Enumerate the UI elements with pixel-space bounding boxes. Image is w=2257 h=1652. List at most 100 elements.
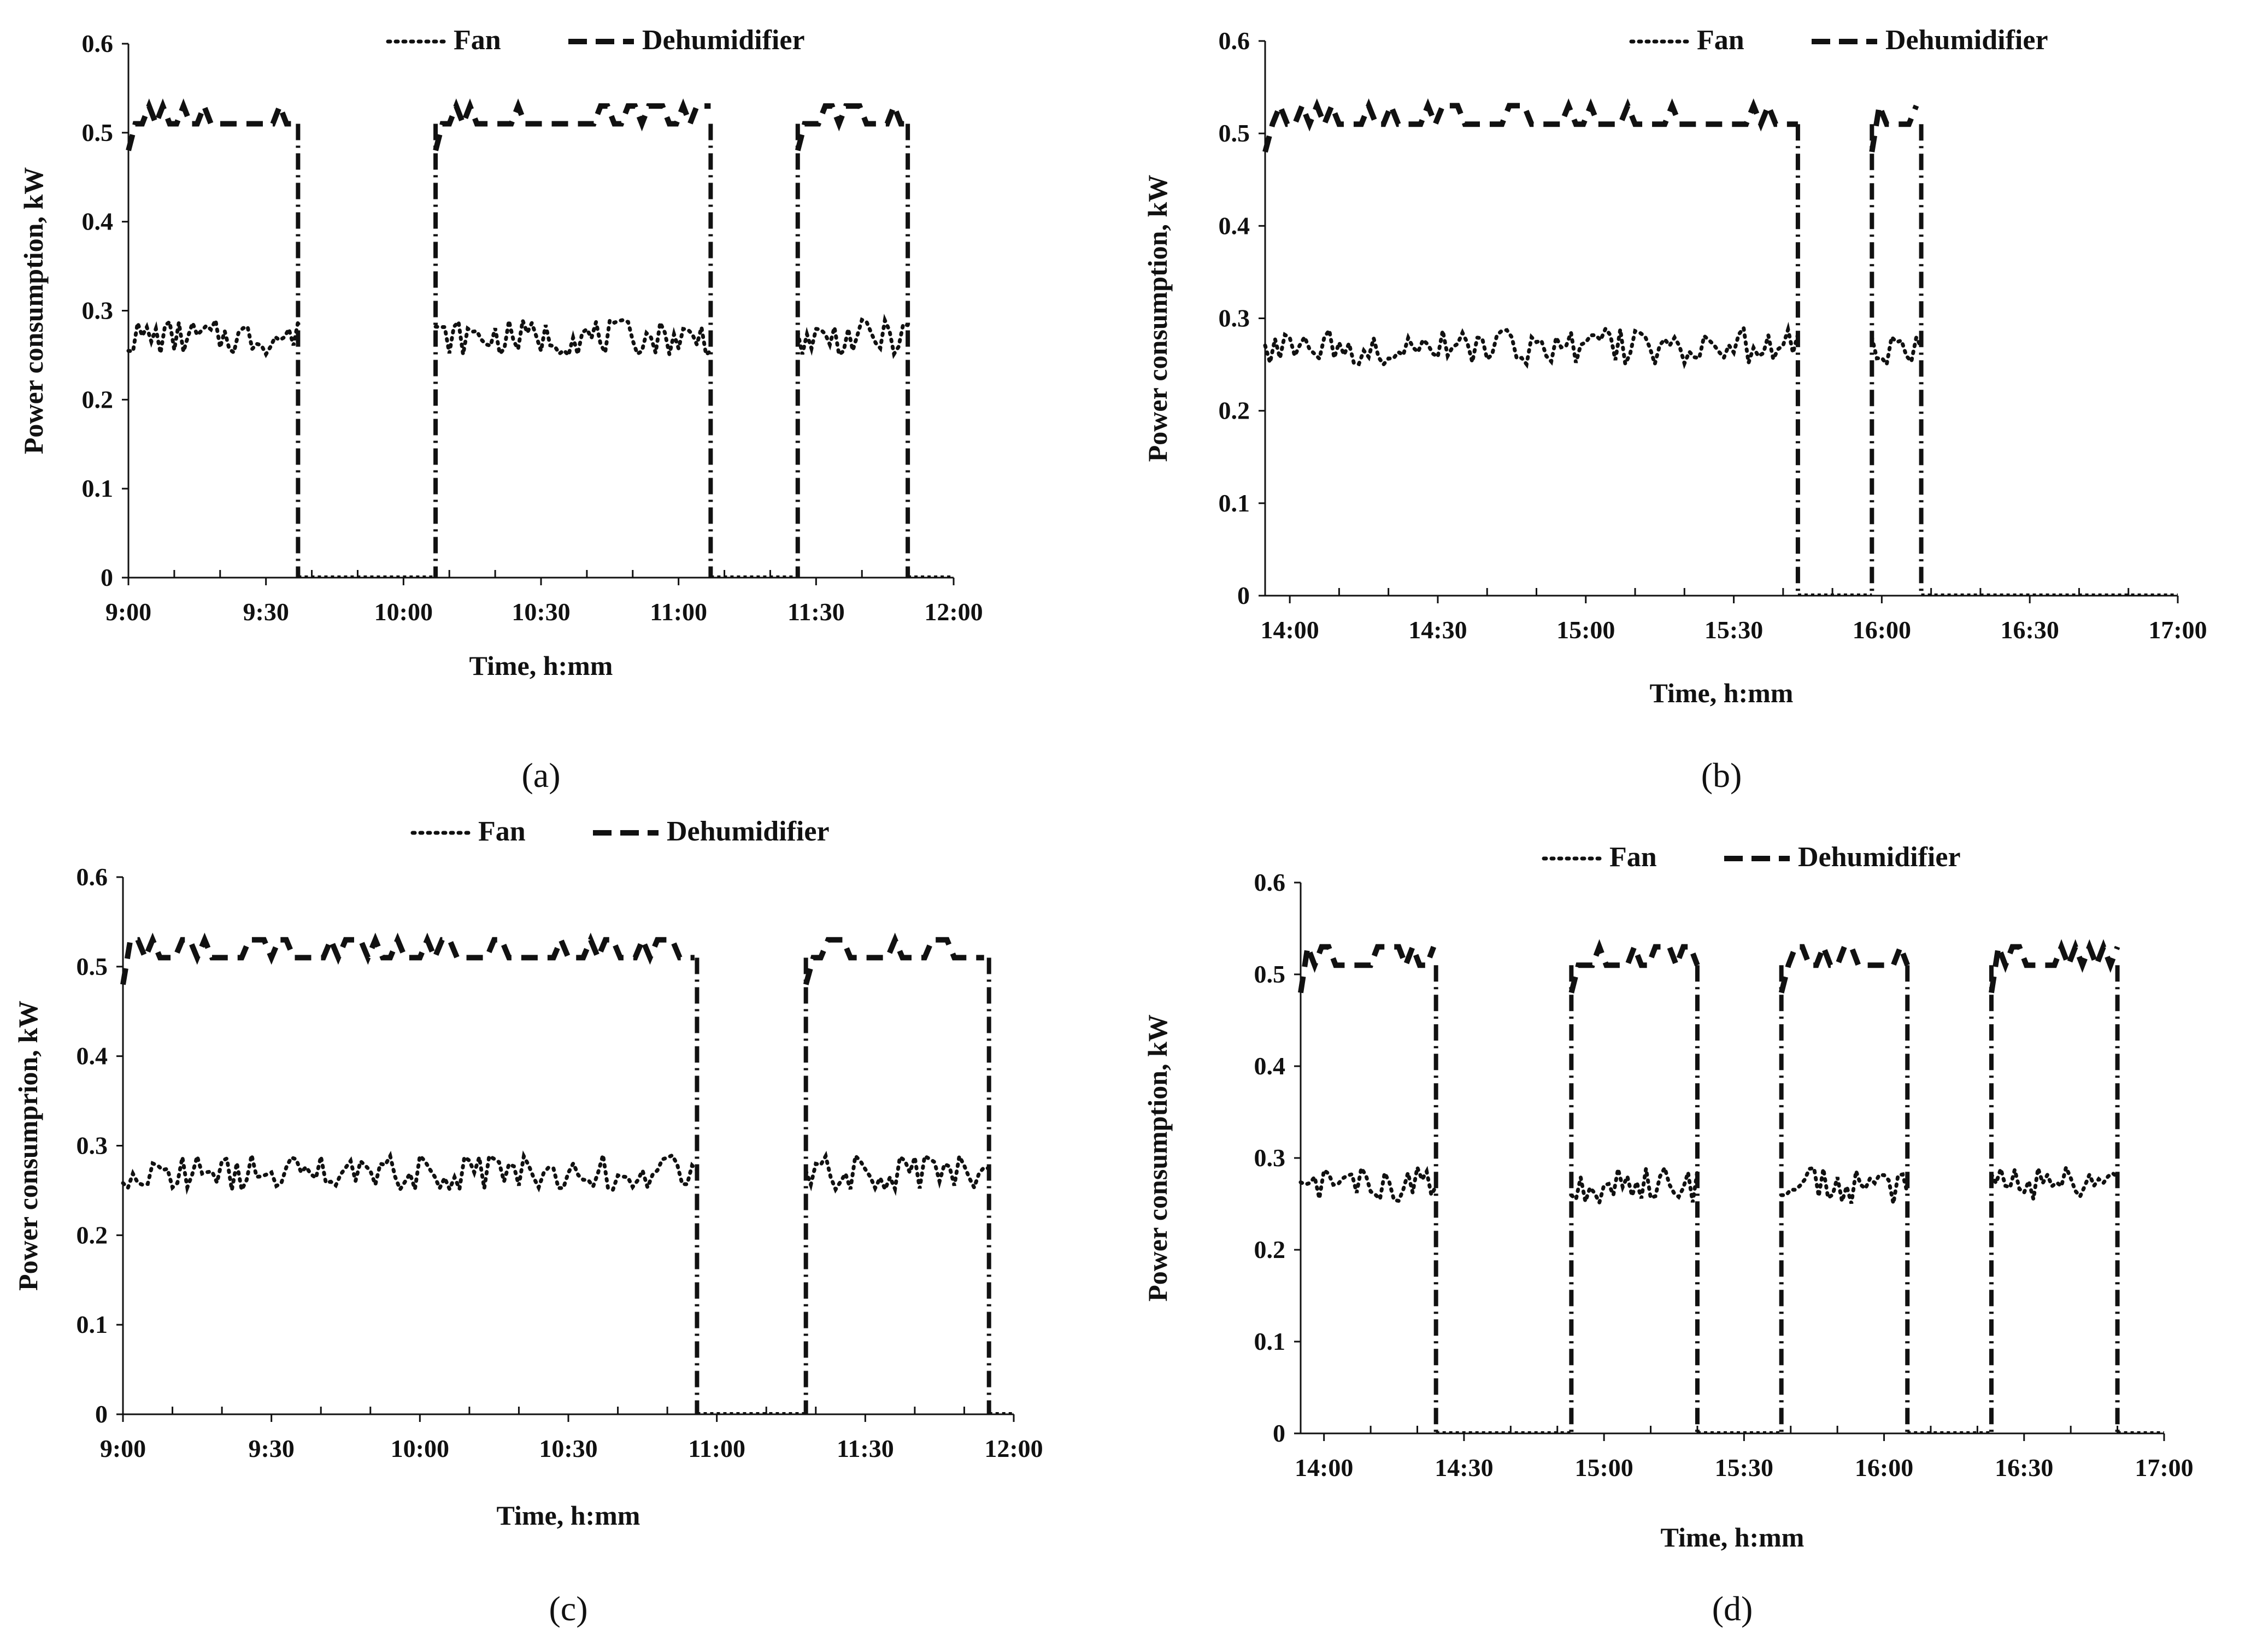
x-tick-label: 11:00 (650, 598, 707, 626)
y-axis-title: Power consumption, kW (1142, 175, 1173, 462)
y-axis-title: Power consumption, kW (1142, 1014, 1173, 1302)
x-tick-label: 16:30 (2001, 616, 2059, 644)
y-tick-label: 0.6 (82, 30, 114, 57)
legend-label-dehumidifier: Dehumidifier (642, 25, 805, 56)
legend-label-fan: Fan (454, 25, 501, 56)
x-tick-label: 9:30 (249, 1435, 295, 1462)
x-tick-label: 12:00 (984, 1435, 1043, 1462)
dehumidifier-line-segment (1778, 939, 1910, 993)
x-tick-label: 10:00 (374, 598, 433, 626)
legend-label-dehumidifier: Dehumidifier (1798, 842, 1961, 873)
panel-c: 0 0.1 0.2 0.3 0.4 0.5 0.6 9:00 9:30 10:00 10:30 11:… (13, 816, 1043, 1628)
x-axis-title: Time, h:mm (497, 1500, 640, 1531)
dehumidifier-line-segment (433, 98, 711, 151)
legend: Fan Dehumidifier (1629, 25, 2048, 56)
y-tick-label: 0.2 (77, 1221, 108, 1249)
fan-line-segment (1779, 1166, 1909, 1204)
y-tick-label: 0.2 (82, 385, 114, 413)
x-tick-label: 15:30 (1704, 616, 1763, 644)
dehumidifier-line-segment (1568, 939, 1700, 993)
panel-caption: (b) (1701, 756, 1742, 795)
panel-a: 0 0.1 0.2 0.3 0.4 0.5 0.6 9:00 9:30 10:00 10:30 11:… (18, 25, 983, 795)
y-tick-label: 0 (95, 1400, 108, 1428)
fan-line-segment (433, 313, 713, 359)
x-axis-title: Time, h:mm (1650, 678, 1794, 708)
y-tick-label: 0.6 (1254, 868, 1286, 896)
x-tick-label: 9:30 (243, 598, 289, 626)
x-tick-label: 16:30 (1995, 1454, 2053, 1481)
x-tick-label: 9:00 (105, 598, 151, 626)
y-tick-label: 0 (1273, 1419, 1285, 1447)
y-tick-label: 0 (1237, 581, 1250, 609)
x-tick-label: 10:30 (512, 598, 570, 626)
x-tick-label: 14:30 (1435, 1454, 1493, 1481)
x-tick-label: 11:00 (688, 1435, 745, 1462)
y-tick-label: 0 (101, 563, 113, 591)
y-tick-label: 0.1 (1254, 1327, 1286, 1355)
y-tick-label: 0.3 (1219, 304, 1250, 332)
x-tick-label: 11:30 (837, 1435, 894, 1462)
panel-caption: (a) (521, 756, 560, 795)
x-tick-label: 15:00 (1574, 1454, 1633, 1481)
fan-line-segment (804, 1150, 991, 1196)
legend-label-dehumidifier: Dehumidifier (1885, 25, 2048, 56)
x-tick-label: 12:00 (924, 598, 983, 626)
dehumidifier-line-segment (126, 98, 293, 151)
dehumidifier-line-segment (1262, 98, 1798, 153)
y-tick-label: 0.5 (1254, 960, 1286, 988)
x-axis-title: Time, h:mm (469, 650, 613, 681)
x-tick-label: 16:00 (1855, 1454, 1913, 1481)
x-tick-label: 11:30 (787, 598, 845, 626)
dehumidifier-line-segment (1989, 936, 2120, 993)
x-tick-label: 9:00 (100, 1435, 146, 1462)
y-tick-label: 0.1 (82, 474, 114, 502)
legend-label-fan: Fan (1609, 842, 1657, 873)
x-tick-label: 17:00 (2148, 616, 2207, 644)
fan-line-segment (1298, 1160, 1438, 1203)
y-tick-label: 0.2 (1219, 397, 1250, 425)
y-tick-label: 0.3 (1254, 1144, 1286, 1172)
legend: Fan Dehumidifier (410, 816, 830, 847)
dehumidifier-line-segment (803, 932, 984, 985)
y-tick-label: 0.6 (1219, 27, 1250, 55)
y-tick-label: 0.2 (1254, 1236, 1286, 1263)
fan-line-segment (1263, 321, 1800, 371)
dehumidifier-line-segment (1869, 95, 1919, 152)
fan-line-segment (121, 1149, 699, 1196)
panel-d: 0 0.1 0.2 0.3 0.4 0.5 0.6 14:00 14:30 15:00 15:30 1… (1142, 842, 2194, 1628)
y-tick-label: 0.6 (77, 863, 108, 891)
x-axis-title: Time, h:mm (1661, 1522, 1805, 1553)
dehumidifier-line-segment (795, 98, 908, 151)
y-tick-label: 0.5 (82, 119, 114, 146)
x-tick-label: 14:30 (1408, 616, 1467, 644)
x-tick-label: 10:30 (539, 1435, 597, 1462)
fan-line-segment (1569, 1162, 1700, 1209)
panel-caption: (c) (549, 1589, 587, 1628)
legend: Fan Dehumidifier (1542, 842, 1961, 873)
y-tick-label: 0.4 (82, 208, 114, 236)
panel-caption: (d) (1712, 1589, 1753, 1628)
fan-line-segment (796, 314, 910, 359)
x-tick-label: 16:00 (1853, 616, 1911, 644)
y-axis-title: Power consumption, kW (18, 167, 49, 455)
fan-line-segment (1989, 1161, 2120, 1200)
x-tick-label: 17:00 (2135, 1454, 2193, 1481)
y-tick-label: 0.3 (77, 1132, 108, 1160)
x-tick-label: 14:00 (1295, 1454, 1353, 1481)
x-tick-label: 15:30 (1715, 1454, 1773, 1481)
x-tick-label: 15:00 (1556, 616, 1615, 644)
dehumidifier-line-segment (120, 932, 695, 985)
dehumidifier-line-segment (1298, 936, 1437, 993)
y-tick-label: 0.5 (1219, 119, 1250, 147)
y-tick-label: 0.1 (77, 1310, 108, 1338)
fan-line-segment (126, 314, 300, 358)
x-tick-label: 10:00 (391, 1435, 449, 1462)
y-tick-label: 0.1 (1219, 489, 1250, 517)
y-tick-label: 0.4 (77, 1042, 108, 1070)
legend-label-fan: Fan (478, 816, 526, 847)
panel-b: 0 0.1 0.2 0.3 0.4 0.5 0.6 14:00 14:30 15:00 15:30 1… (1142, 25, 2207, 795)
y-axis-title: Power consumprion, kW (13, 1001, 43, 1291)
legend-label-fan: Fan (1697, 25, 1744, 56)
